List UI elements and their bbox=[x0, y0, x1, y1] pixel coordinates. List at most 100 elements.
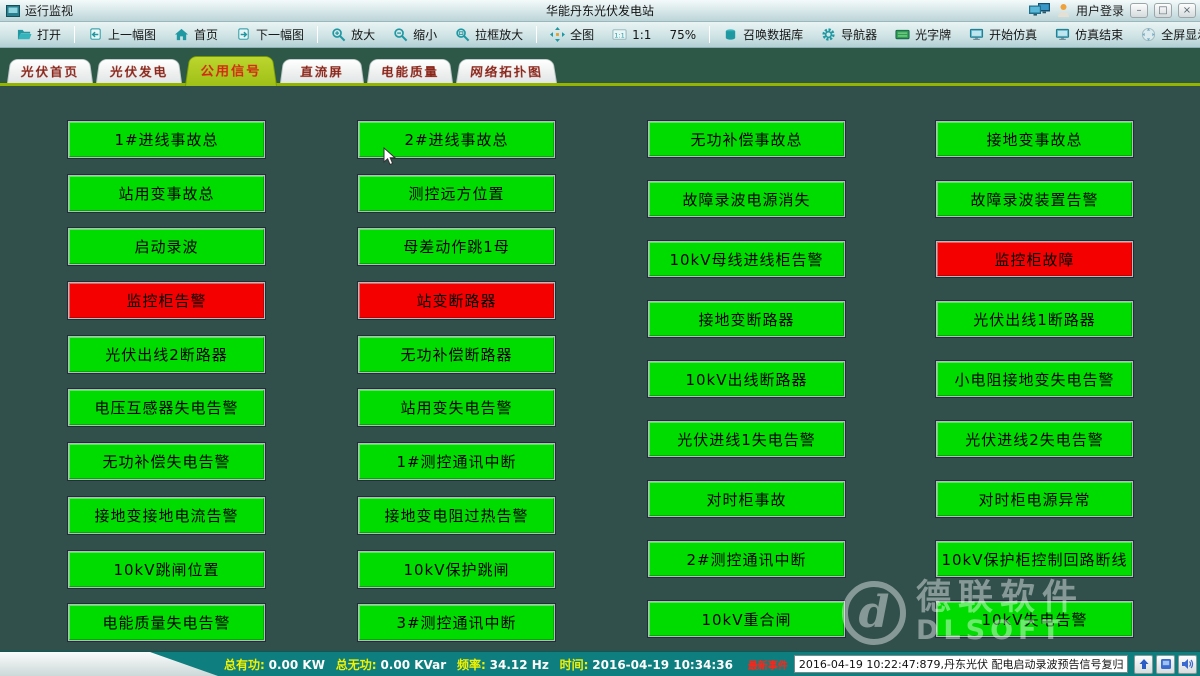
statusbar: 总有功: 0.00 KW 总无功: 0.00 KVar 频率: 34.12 Hz… bbox=[0, 651, 1200, 676]
alarm-button[interactable]: 故障录波电源消失 bbox=[648, 181, 845, 217]
alarm-button[interactable]: 2#测控通讯中断 bbox=[648, 541, 845, 577]
event-list-button[interactable] bbox=[1156, 654, 1175, 674]
alarm-button[interactable]: 故障录波装置告警 bbox=[936, 181, 1133, 217]
one-to-one-icon: 1:1 bbox=[612, 29, 627, 40]
tab-network-topology[interactable]: 网络拓扑图 bbox=[456, 59, 558, 83]
toolbar-zoom-out-button[interactable]: 缩小 bbox=[384, 24, 446, 46]
alarm-button[interactable]: 10kV重合闸 bbox=[648, 601, 845, 637]
frequency-value: 34.12 Hz bbox=[489, 657, 549, 672]
scroll-up-button[interactable] bbox=[1134, 654, 1153, 674]
alarm-button[interactable]: 光伏出线1断路器 bbox=[936, 301, 1133, 337]
alarm-button[interactable]: 光伏出线2断路器 bbox=[68, 335, 265, 373]
maximize-button[interactable] bbox=[1154, 3, 1172, 18]
alarm-button[interactable]: 站用变失电告警 bbox=[358, 389, 555, 427]
alarm-button[interactable]: 站用变事故总 bbox=[68, 174, 265, 212]
alarm-button[interactable]: 光伏进线2失电告警 bbox=[936, 421, 1133, 457]
alarm-button[interactable]: 无功补偿失电告警 bbox=[68, 443, 265, 481]
toolbar-next-image-button[interactable]: 下一幅图 bbox=[227, 24, 313, 46]
alarm-button[interactable]: 母差动作跳1母 bbox=[358, 228, 555, 266]
alarm-button[interactable]: 10kV出线断路器 bbox=[648, 361, 845, 397]
alarm-button[interactable]: 接地变事故总 bbox=[936, 121, 1133, 157]
alarm-button[interactable]: 小电阻接地变失电告警 bbox=[936, 361, 1133, 397]
close-button[interactable] bbox=[1178, 3, 1196, 18]
app-title: 运行监视 bbox=[25, 4, 74, 18]
tab-power-quality[interactable]: 电能质量 bbox=[367, 59, 454, 83]
toolbar-open-button[interactable]: 打开 bbox=[8, 24, 70, 46]
toolbar-separator bbox=[709, 26, 711, 43]
toolbar-home-button[interactable]: 首页 bbox=[165, 24, 227, 46]
toolbar-fit-view-button[interactable]: 全图 bbox=[541, 24, 603, 46]
alarm-button[interactable]: 2#进线事故总 bbox=[358, 121, 555, 158]
toolbar-one-to-one-button[interactable]: 1:1 1:1 bbox=[603, 24, 660, 46]
statusbar-metrics: 总有功: 0.00 KW 总无功: 0.00 KVar 频率: 34.12 Hz… bbox=[224, 656, 740, 673]
toolbar-label: 全屏显示 bbox=[1161, 28, 1200, 42]
alarm-button[interactable]: 10kV保护柜控制回路断线 bbox=[936, 541, 1133, 577]
alarm-button[interactable]: 光伏进线1失电告警 bbox=[648, 421, 845, 457]
toolbar-prev-image-button[interactable]: 上一幅图 bbox=[79, 24, 165, 46]
alarm-button[interactable]: 站变断路器 bbox=[358, 282, 555, 320]
alarm-button[interactable]: 接地变接地电流告警 bbox=[68, 496, 265, 534]
alarm-button[interactable]: 接地变电阻过热告警 bbox=[358, 496, 555, 534]
alarm-button[interactable]: 测控远方位置 bbox=[358, 174, 555, 212]
toolbar-summon-database-button[interactable]: 召唤数据库 bbox=[714, 24, 812, 46]
fullscreen-icon bbox=[1142, 27, 1156, 42]
up-arrow-icon bbox=[1139, 659, 1148, 669]
alarm-button[interactable]: 电能质量失电告警 bbox=[68, 604, 265, 642]
toolbar-navigator-button[interactable]: 导航器 bbox=[812, 24, 886, 46]
toolbar-label: 仿真结束 bbox=[1075, 28, 1124, 42]
alarm-button[interactable]: 对时柜事故 bbox=[648, 481, 845, 517]
alarm-button[interactable]: 1#测控通讯中断 bbox=[358, 443, 555, 481]
alarm-button[interactable]: 10kV母线进线柜告警 bbox=[648, 241, 845, 277]
event-window-icon bbox=[1160, 659, 1171, 669]
monitor-icon bbox=[1056, 28, 1070, 40]
toolbar-separator bbox=[317, 26, 319, 43]
user-login-button[interactable]: 用户登录 bbox=[1075, 4, 1124, 18]
alarm-button[interactable]: 接地变断路器 bbox=[648, 301, 845, 337]
alarm-button[interactable]: 启动录波 bbox=[68, 228, 265, 266]
tab-pv-home[interactable]: 光伏首页 bbox=[7, 59, 94, 83]
toolbar-end-simulation-button[interactable]: 仿真结束 bbox=[1046, 24, 1132, 46]
gear-icon bbox=[822, 28, 835, 41]
zoom-in-icon bbox=[332, 28, 346, 42]
toolbar-box-zoom-button[interactable]: 拉框放大 bbox=[446, 24, 532, 46]
toolbar-label: 导航器 bbox=[841, 28, 878, 42]
alarm-button[interactable]: 电压互感器失电告警 bbox=[68, 389, 265, 427]
dual-monitor-icon[interactable] bbox=[1028, 3, 1051, 18]
zoom-level-value: 75% bbox=[669, 27, 697, 42]
titlebar: 运行监视 华能丹东光伏发电站 用户登录 bbox=[0, 0, 1200, 22]
minimize-button[interactable] bbox=[1130, 3, 1148, 18]
app-icon bbox=[6, 4, 20, 17]
total-active-power-label: 总有功: bbox=[224, 657, 265, 672]
toolbar-light-board-button[interactable]: 光字牌 bbox=[886, 24, 960, 46]
toolbar-zoom-in-button[interactable]: 放大 bbox=[322, 24, 384, 46]
tab-pv-generation[interactable]: 光伏发电 bbox=[96, 59, 183, 83]
alarm-button[interactable]: 3#测控通讯中断 bbox=[358, 604, 555, 642]
alarm-button[interactable]: 无功补偿事故总 bbox=[648, 121, 845, 157]
alarm-button[interactable]: 1#进线事故总 bbox=[68, 121, 265, 158]
alarm-button[interactable]: 无功补偿断路器 bbox=[358, 335, 555, 373]
alarm-button[interactable]: 10kV失电告警 bbox=[936, 601, 1133, 637]
alarm-button[interactable]: 10kV保护跳闸 bbox=[358, 550, 555, 588]
svg-text:1:1: 1:1 bbox=[614, 31, 625, 39]
station-title: 华能丹东光伏发电站 bbox=[545, 4, 654, 18]
alarm-column: 接地变事故总 故障录波装置告警 监控柜故障 光伏出线1断路器 小电阻接地变失电告… bbox=[936, 121, 1133, 637]
toolbar-label: 拉框放大 bbox=[475, 28, 524, 42]
toolbar-fullscreen-button[interactable]: 全屏显示 bbox=[1132, 24, 1200, 46]
alarm-button[interactable]: 10kV跳闸位置 bbox=[68, 550, 265, 588]
tab-dc-panel[interactable]: 直流屏 bbox=[280, 59, 365, 83]
alarm-button[interactable]: 对时柜电源异常 bbox=[936, 481, 1133, 517]
toolbar-start-simulation-button[interactable]: 开始仿真 bbox=[960, 24, 1046, 46]
toolbar-separator bbox=[536, 26, 538, 43]
total-reactive-power-label: 总无功: bbox=[335, 657, 377, 672]
toolbar-label: 召唤数据库 bbox=[743, 28, 804, 42]
event-message-field[interactable] bbox=[793, 655, 1128, 673]
alarm-button[interactable]: 监控柜故障 bbox=[936, 241, 1133, 277]
toolbar-label: 1:1 bbox=[632, 27, 652, 42]
tab-underline bbox=[0, 83, 1200, 86]
toolbar-label: 打开 bbox=[37, 28, 62, 42]
sound-button[interactable] bbox=[1178, 654, 1197, 674]
alarm-button[interactable]: 监控柜告警 bbox=[68, 282, 265, 320]
tab-common-signal[interactable]: 公用信号 bbox=[185, 56, 278, 86]
home-icon bbox=[174, 28, 189, 41]
